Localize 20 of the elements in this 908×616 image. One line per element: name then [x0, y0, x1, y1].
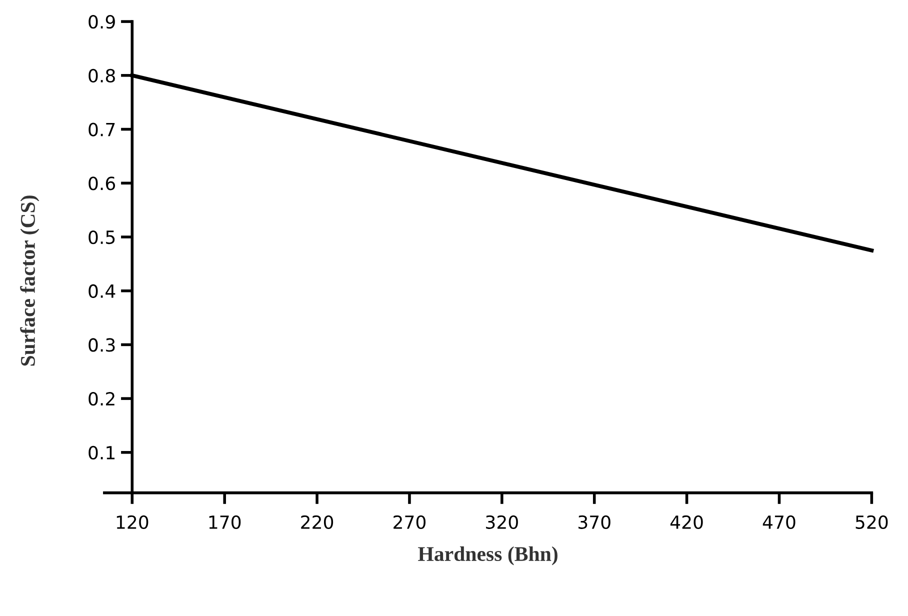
y-tick-label: 0.4 [88, 284, 116, 298]
x-tick-label: 470 [762, 515, 796, 529]
x-tick-label: 220 [301, 515, 334, 529]
x-tick-label: 120 [116, 515, 148, 529]
x-tick-label: 270 [394, 515, 426, 529]
y-tick-label: 0.6 [88, 176, 116, 190]
y-tick-label: 0.9 [88, 15, 115, 29]
y-tick-label: 0.8 [88, 68, 115, 83]
x-tick-label: 520 [856, 515, 888, 529]
y-tick-label: 0.3 [88, 338, 115, 352]
x-tick-label: 170 [209, 515, 241, 529]
y-axis-title: Surface factor (CS) [20, 196, 40, 366]
x-tick-label: 420 [670, 515, 703, 529]
y-tick-label: 0.7 [88, 122, 115, 136]
y-tick-label: 0.2 [88, 392, 114, 406]
y-tick-label: 0.5 [88, 230, 115, 244]
x-tick-label: 320 [486, 515, 518, 529]
x-tick-label: 370 [578, 515, 610, 529]
y-tick-label: 0.1 [88, 446, 115, 460]
x-axis-title: Hardness (Bhn) [418, 546, 558, 566]
